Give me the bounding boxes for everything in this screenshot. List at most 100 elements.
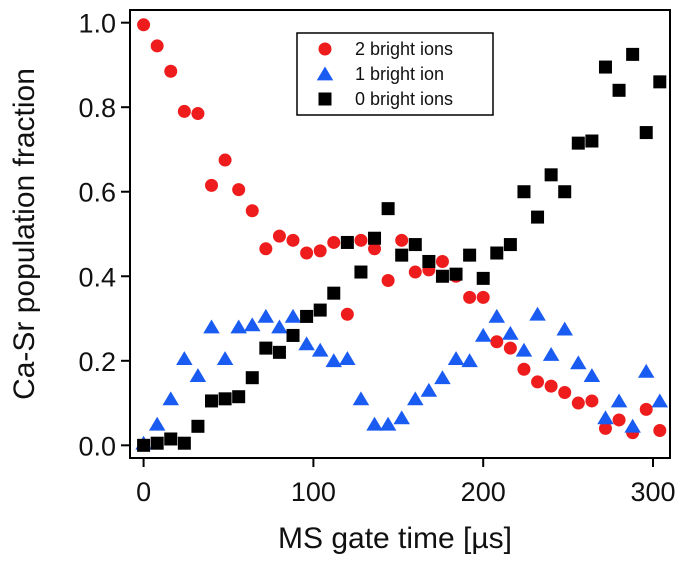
data-point xyxy=(313,303,327,317)
data-point xyxy=(327,235,341,249)
data-point xyxy=(164,64,178,78)
data-point xyxy=(558,185,572,199)
data-point xyxy=(570,355,587,370)
data-point xyxy=(218,153,232,167)
data-point xyxy=(585,394,599,408)
data-point xyxy=(531,210,545,224)
series-1-bright-ion xyxy=(135,306,669,450)
data-point xyxy=(150,436,164,450)
data-point xyxy=(354,265,368,279)
data-point xyxy=(393,410,410,425)
data-point xyxy=(463,248,477,262)
data-point xyxy=(449,267,463,281)
y-tick-label: 0.2 xyxy=(78,347,116,377)
data-point xyxy=(300,309,314,323)
data-point xyxy=(176,351,193,366)
data-point xyxy=(259,242,273,256)
plot-frame xyxy=(129,9,671,459)
series-0-bright-ions xyxy=(137,47,667,452)
data-point xyxy=(340,307,354,321)
data-point xyxy=(164,432,178,446)
data-point xyxy=(245,371,259,385)
data-point xyxy=(517,362,531,376)
data-point xyxy=(435,254,449,268)
data-point xyxy=(271,319,288,334)
data-point xyxy=(598,60,612,74)
data-point xyxy=(272,345,286,359)
data-point xyxy=(313,244,327,258)
legend-marker xyxy=(316,66,334,81)
legend-marker xyxy=(318,92,332,106)
data-point xyxy=(230,319,247,334)
data-point xyxy=(245,204,259,218)
axes-layer: 0 100 200 300 0.0 0.2 0.4 0.6 0.8 1.0 MS gate time… xyxy=(8,9,676,555)
y-tick-label: 0.8 xyxy=(78,93,116,123)
data-point xyxy=(366,416,383,431)
data-point xyxy=(216,351,234,366)
x-tick-label: 300 xyxy=(630,477,675,507)
data-point xyxy=(244,317,261,332)
legend: 2 bright ions 1 bright ion 0 bright ions xyxy=(296,32,494,116)
data-point xyxy=(503,341,517,355)
data-point xyxy=(598,421,612,435)
data-point xyxy=(218,392,232,406)
data-point xyxy=(571,396,585,410)
y-tick-label: 0.0 xyxy=(78,431,116,461)
data-point xyxy=(610,393,628,408)
marks-layer xyxy=(135,18,669,452)
data-point xyxy=(434,370,451,385)
data-point xyxy=(502,325,519,340)
y-tick-label: 0.4 xyxy=(78,262,116,292)
data-point xyxy=(571,136,585,150)
data-point xyxy=(503,238,517,252)
data-point xyxy=(352,391,370,406)
data-point xyxy=(205,394,219,408)
data-point xyxy=(148,416,166,431)
data-point xyxy=(284,308,302,323)
data-point xyxy=(558,385,572,399)
data-point xyxy=(653,424,667,438)
data-point xyxy=(556,321,573,336)
data-point xyxy=(463,290,477,304)
data-point xyxy=(476,271,490,285)
data-point xyxy=(259,341,273,355)
data-point xyxy=(515,342,533,357)
data-point xyxy=(585,134,599,148)
data-point xyxy=(177,436,191,450)
legend-marker xyxy=(318,42,332,56)
data-point xyxy=(177,104,191,118)
data-point xyxy=(379,416,397,431)
data-point xyxy=(612,413,626,427)
data-point xyxy=(354,233,368,247)
data-point xyxy=(381,202,395,216)
data-point xyxy=(544,379,558,393)
data-point xyxy=(205,178,219,192)
data-point xyxy=(447,351,465,366)
data-point xyxy=(435,269,449,283)
plot-area-border xyxy=(129,9,671,459)
data-point xyxy=(162,391,180,406)
data-point xyxy=(529,306,546,321)
data-point xyxy=(339,351,356,366)
data-point xyxy=(653,75,667,89)
data-point xyxy=(137,18,151,32)
data-point xyxy=(272,229,286,243)
legend-label: 1 bright ion xyxy=(355,64,444,84)
data-point xyxy=(408,265,422,279)
data-point xyxy=(381,273,395,287)
data-point xyxy=(325,353,343,368)
data-point xyxy=(368,242,382,256)
y-axis-title: Ca-Sr population fraction xyxy=(8,68,41,400)
x-axis-title: MS gate time [µs] xyxy=(278,522,512,555)
data-point xyxy=(626,47,640,61)
data-point xyxy=(542,346,560,361)
data-point xyxy=(368,231,382,245)
data-point xyxy=(395,233,409,247)
data-point xyxy=(461,353,478,368)
data-point xyxy=(395,248,409,262)
data-point xyxy=(597,410,614,425)
data-point xyxy=(189,368,207,382)
data-point xyxy=(637,363,655,378)
data-point xyxy=(191,419,205,433)
